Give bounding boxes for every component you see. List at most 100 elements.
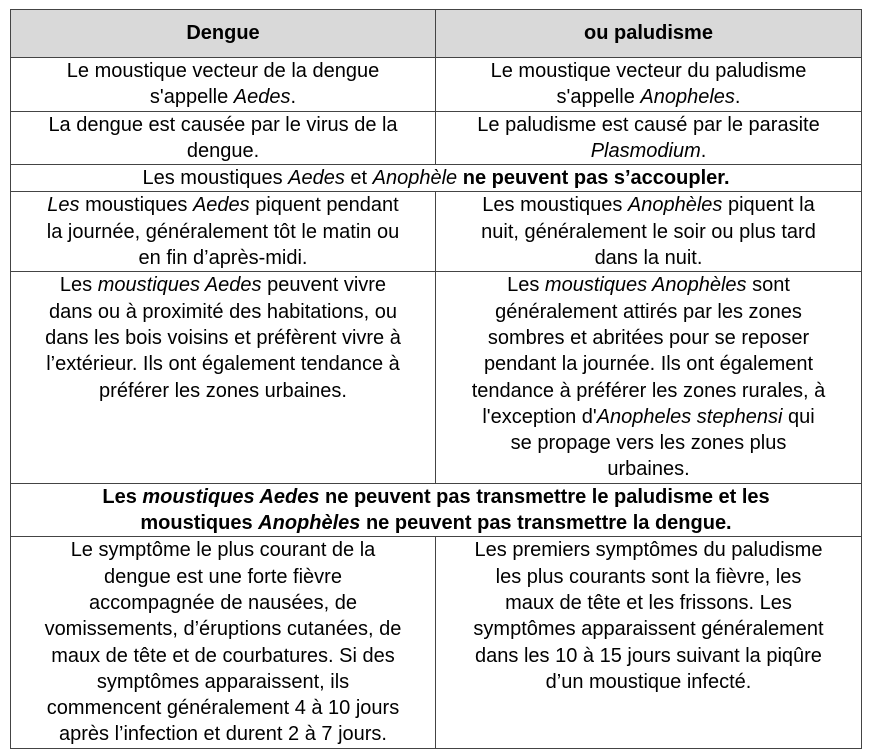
paludisme-cell: Les moustiques Anophèles piquent la nuit,… bbox=[435, 191, 862, 273]
dengue-cell: Les moustiques Aedes piquent pendant la j… bbox=[10, 191, 436, 273]
table-row: Le symptôme le plus courant de la dengue … bbox=[10, 536, 862, 749]
text-line: dans les 10 à 15 jours suivant la piqûre bbox=[438, 643, 859, 669]
text-run: tendance à préférer les zones rurales, à bbox=[471, 379, 826, 402]
text-run: Le symptôme le plus courant de la bbox=[70, 539, 376, 562]
text-line: sombres et abritées pour se reposer bbox=[438, 325, 859, 351]
paludisme-cell: Le paludisme est causé par le parasite Pl… bbox=[435, 110, 862, 166]
text-run: se propage vers les zones plus bbox=[510, 432, 787, 455]
text-line: Les moustiques Anophèles piquent la bbox=[438, 192, 859, 218]
text-run: sont bbox=[746, 274, 790, 297]
text-run: Anophèles bbox=[627, 194, 723, 217]
text-run: moustiques bbox=[79, 194, 193, 217]
text-run: qui bbox=[782, 405, 815, 428]
text-run: moustiques Aedes bbox=[142, 485, 320, 508]
text-run: Les bbox=[507, 274, 545, 297]
text-line: Plasmodium. bbox=[438, 138, 859, 164]
text-line: dans la nuit. bbox=[438, 245, 859, 271]
text-run: maux de tête et de courbatures. Si des bbox=[51, 644, 395, 667]
text-run: moustiques bbox=[140, 512, 259, 535]
text-run: symptômes apparaissent généralement bbox=[473, 618, 824, 641]
text-run: vomissements, d’éruptions cutanées, de bbox=[44, 618, 402, 641]
table-row: Le moustique vecteur de la dengue s'appel… bbox=[10, 57, 862, 112]
text-run: l'exception d' bbox=[482, 405, 597, 428]
paludisme-cell: Les moustiques Anophèles sont généralemen… bbox=[435, 271, 862, 484]
text-line: Le moustique vecteur du paludisme bbox=[438, 58, 859, 84]
table-row: Les moustiques Aedes et Anophèle ne peuv… bbox=[10, 164, 862, 193]
text-line: Les moustiques Aedes peuvent vivre bbox=[13, 272, 433, 298]
text-line: s'appelle Anopheles. bbox=[438, 84, 859, 110]
text-run: Le moustique vecteur de la dengue bbox=[66, 60, 380, 82]
text-run: La dengue est causée par le virus de la bbox=[48, 113, 398, 136]
text-line: dans les bois voisins et préfèrent vivre… bbox=[13, 325, 433, 351]
text-line: Les premiers symptômes du paludisme bbox=[438, 537, 859, 563]
text-run: piquent la bbox=[722, 194, 815, 217]
text-line: Les moustiques Aedes piquent pendant bbox=[13, 192, 433, 218]
paludisme-cell: Les premiers symptômes du paludisme les p… bbox=[435, 536, 862, 749]
text-run: maux de tête et les frissons. Les bbox=[505, 591, 792, 614]
dengue-cell: Le symptôme le plus courant de la dengue … bbox=[10, 536, 436, 749]
text-run: Le paludisme est causé par le parasite bbox=[477, 113, 820, 136]
text-line: vomissements, d’éruptions cutanées, de bbox=[13, 616, 433, 642]
text-run: accompagnée de nausées, de bbox=[89, 591, 357, 614]
paludisme-cell: Le moustique vecteur du paludisme s'appel… bbox=[435, 57, 862, 112]
text-line: généralement attirés par les zones bbox=[438, 299, 859, 325]
text-run: Anopheles bbox=[640, 86, 735, 109]
text-run: moustiques Aedes bbox=[97, 274, 262, 297]
text-line: Les moustiques Aedes ne peuvent pas tran… bbox=[13, 484, 859, 510]
text-run: symptômes apparaissent, ils bbox=[96, 670, 350, 693]
text-line: tendance à préférer les zones rurales, à bbox=[438, 378, 859, 404]
text-line: en fin d’après-midi. bbox=[13, 245, 433, 271]
dengue-vs-malaria-table: Dengue ou paludisme Le moustique vecteur… bbox=[10, 9, 862, 749]
text-run: généralement attirés par les zones bbox=[495, 300, 802, 323]
text-run: Les bbox=[47, 194, 80, 217]
text-run: dans la nuit. bbox=[594, 247, 703, 270]
text-run: et bbox=[344, 167, 373, 190]
text-line: s'appelle Aedes. bbox=[13, 84, 433, 110]
dengue-cell: Les moustiques Aedes peuvent vivre dans o… bbox=[10, 271, 436, 484]
text-run: la journée, généralement tôt le matin ou bbox=[46, 220, 400, 243]
text-run: urbaines. bbox=[607, 458, 690, 481]
text-run: peuvent vivre bbox=[261, 274, 387, 297]
text-line: Le symptôme le plus courant de la bbox=[13, 537, 433, 563]
text-line: nuit, généralement le soir ou plus tard bbox=[438, 219, 859, 245]
text-line: préférer les zones urbaines. bbox=[13, 378, 433, 404]
text-run: moustiques Anophèles bbox=[544, 274, 747, 297]
text-run: . bbox=[734, 86, 741, 109]
text-run: commencent généralement 4 à 10 jours bbox=[46, 697, 400, 720]
text-line: Le moustique vecteur de la dengue bbox=[13, 58, 433, 84]
text-run: l’extérieur. Ils ont également tendance … bbox=[46, 353, 400, 376]
text-run: dengue. bbox=[186, 139, 260, 162]
text-run: Anophèle bbox=[372, 167, 458, 190]
spanning-cell: Les moustiques Aedes ne peuvent pas tran… bbox=[10, 482, 862, 538]
dengue-cell: Le moustique vecteur de la dengue s'appel… bbox=[10, 57, 436, 112]
text-run: dengue est une forte fièvre bbox=[104, 565, 342, 588]
text-run: Les bbox=[102, 485, 143, 508]
text-line: dans ou à proximité des habitations, ou bbox=[13, 299, 433, 325]
text-line: pendant la journée. Ils ont également bbox=[438, 351, 859, 377]
text-line: l’extérieur. Ils ont également tendance … bbox=[13, 351, 433, 377]
text-run: préférer les zones urbaines. bbox=[99, 379, 347, 402]
text-line: moustiques Anophèles ne peuvent pas tran… bbox=[13, 510, 859, 536]
text-line: dengue est une forte fièvre bbox=[13, 564, 433, 590]
text-line: Les moustiques Anophèles sont bbox=[438, 272, 859, 298]
text-line: maux de tête et les frissons. Les bbox=[438, 590, 859, 616]
text-line: la journée, généralement tôt le matin ou bbox=[13, 219, 433, 245]
table-row: Les moustiques Aedes piquent pendant la j… bbox=[10, 191, 862, 273]
text-run: Aedes bbox=[192, 194, 250, 217]
header-paludisme: ou paludisme bbox=[435, 9, 862, 58]
table-row: Les moustiques Aedes ne peuvent pas tran… bbox=[10, 482, 862, 538]
dengue-cell: La dengue est causée par le virus de la d… bbox=[10, 110, 436, 166]
text-run: . bbox=[290, 86, 297, 109]
header-dengue: Dengue bbox=[10, 9, 436, 58]
text-line: accompagnée de nausées, de bbox=[13, 590, 433, 616]
text-run: pendant la journée. Ils ont également bbox=[483, 353, 814, 376]
text-run: Les bbox=[59, 274, 98, 297]
text-line: se propage vers les zones plus bbox=[438, 430, 859, 456]
text-run: en fin d’après-midi. bbox=[138, 247, 308, 270]
text-run: . bbox=[700, 139, 707, 162]
text-line: dengue. bbox=[13, 138, 433, 164]
text-run: Les premiers symptômes du paludisme bbox=[474, 539, 823, 562]
text-run: s'appelle bbox=[556, 86, 641, 109]
text-run: d’un moustique infecté. bbox=[545, 670, 752, 693]
spanning-cell: Les moustiques Aedes et Anophèle ne peuv… bbox=[10, 164, 862, 193]
